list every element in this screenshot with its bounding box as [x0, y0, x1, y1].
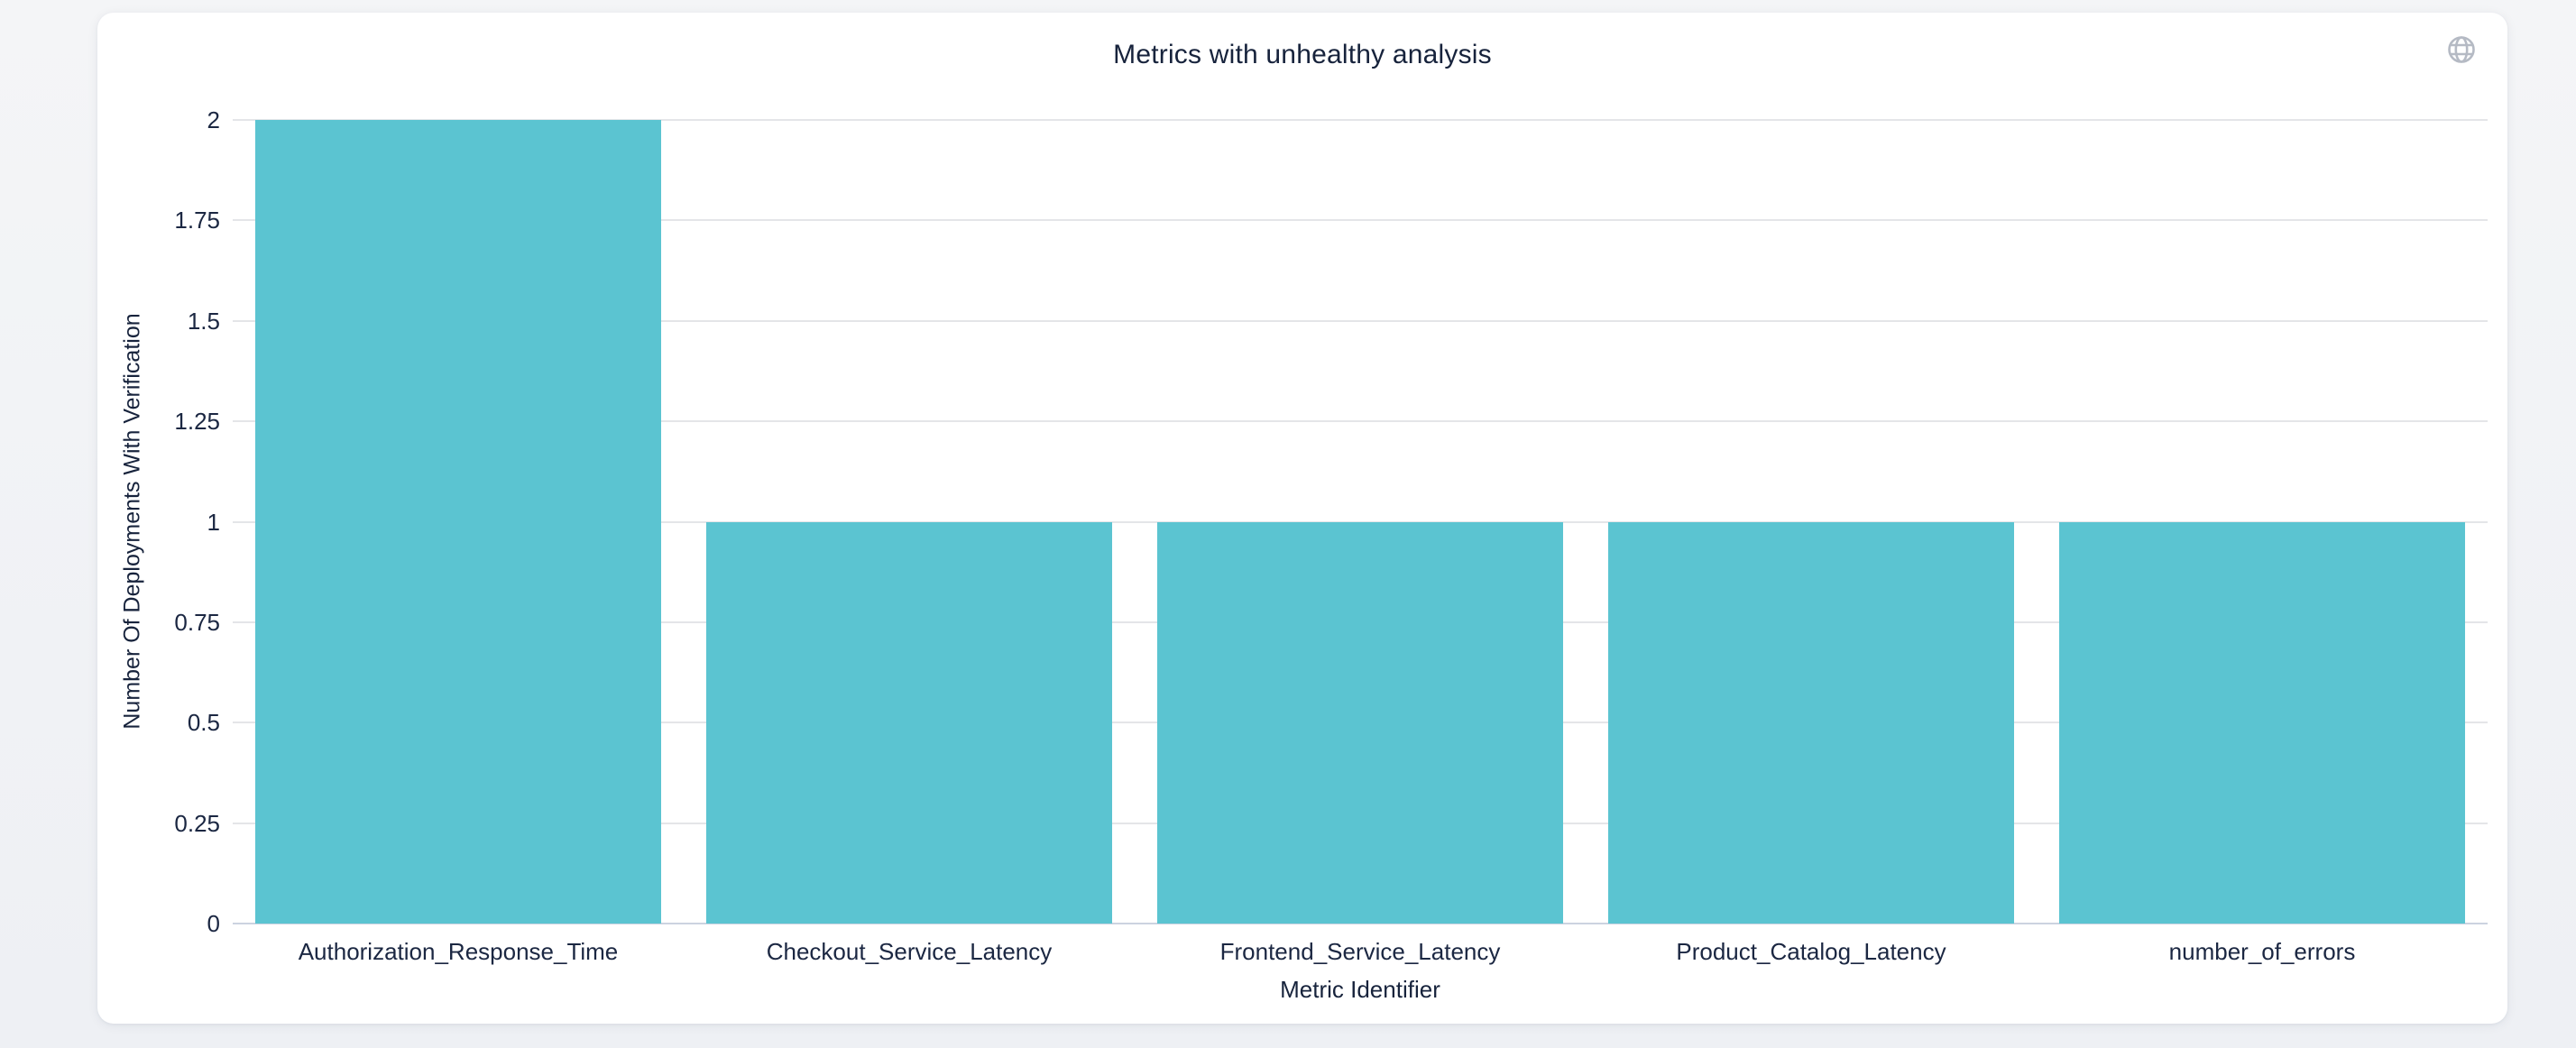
x-axis-title: Metric Identifier — [1280, 976, 1440, 1003]
bar-number_of_errors[interactable] — [2059, 521, 2465, 924]
gridline — [233, 119, 2488, 121]
bar-product_catalog_latency[interactable] — [1608, 521, 2014, 924]
chart-title: Metrics with unhealthy analysis — [1113, 40, 1492, 69]
x-axis-baseline — [233, 923, 2488, 924]
x-category-label: Authorization_Response_Time — [298, 938, 619, 965]
gridline — [233, 219, 2488, 222]
y-tick-label: 0.75 — [174, 608, 220, 636]
y-tick-label: 1 — [207, 508, 220, 536]
bar-frontend_service_latency[interactable] — [1157, 521, 1563, 924]
x-category-label: Product_Catalog_Latency — [1676, 938, 1946, 965]
chart-card: Metrics with unhealthy analysis Number O… — [97, 13, 2507, 1024]
y-tick-label: 1.25 — [174, 408, 220, 436]
gridline — [233, 420, 2488, 423]
y-tick-label: 0.25 — [174, 809, 220, 837]
x-axis-categories: Authorization_Response_Time Checkout_Serv… — [233, 938, 2488, 966]
globe-icon — [2446, 34, 2477, 65]
y-tick-label: 0 — [207, 910, 220, 937]
bar-checkout_service_latency[interactable] — [706, 521, 1112, 924]
x-category-label: Frontend_Service_Latency — [1219, 938, 1501, 965]
y-tick-label: 1.5 — [187, 307, 220, 335]
y-tick-label: 2 — [207, 106, 220, 133]
globe-button[interactable] — [2446, 34, 2477, 65]
plot-area — [233, 119, 2488, 924]
y-tick-label: 0.5 — [187, 709, 220, 737]
gridline — [233, 319, 2488, 322]
y-tick-label: 1.75 — [174, 207, 220, 234]
x-category-label: number_of_errors — [2168, 938, 2356, 965]
x-category-label: Checkout_Service_Latency — [766, 938, 1053, 965]
y-axis-ticks: 0 0.25 0.5 0.75 1 1.25 1.5 1.75 2 — [97, 108, 220, 935]
bar-authorization_response_time[interactable] — [255, 120, 661, 924]
